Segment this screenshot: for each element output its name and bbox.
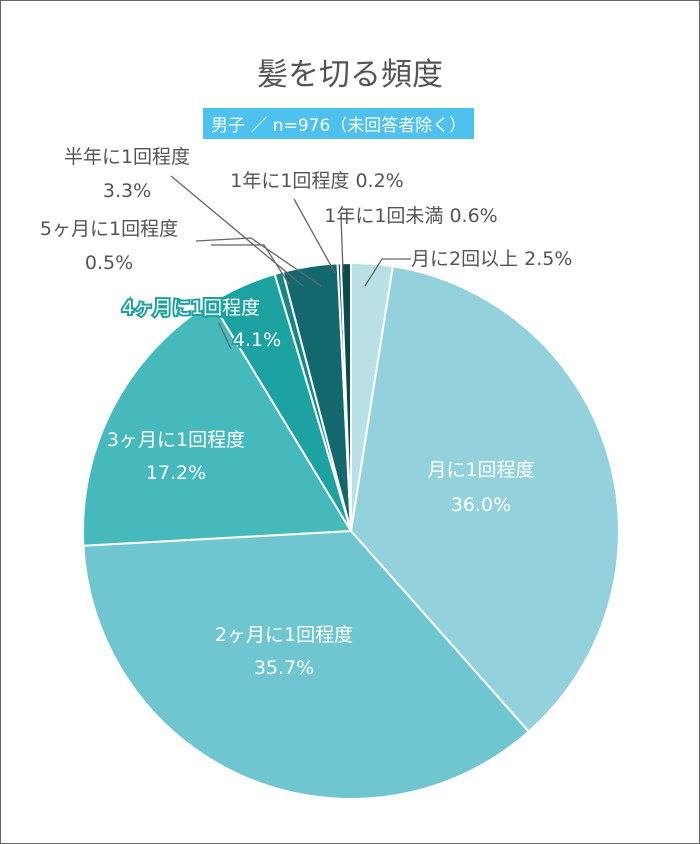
data-label: 1年に1回未満 0.6% — [324, 205, 498, 227]
data-label: 35.7% — [254, 657, 314, 679]
data-label: 1年に1回程度 0.2% — [230, 170, 404, 192]
leader-line — [293, 198, 336, 274]
leader-line — [218, 322, 232, 350]
slice-name-label: 2ヶ月に1回程度 — [215, 624, 353, 646]
pie-slice — [82, 300, 353, 547]
slice-name-label: 4ヶ月に1回程度 — [122, 297, 260, 319]
pie-slice — [82, 529, 531, 800]
pie-slice — [339, 261, 352, 532]
leader-line — [170, 175, 304, 287]
data-label: 36.0% — [451, 494, 511, 516]
data-label: 3.3% — [103, 180, 151, 202]
leader-line — [195, 237, 322, 287]
slice-name-label: 月に1回程度 — [427, 459, 534, 481]
leader-line — [211, 244, 290, 285]
slice-name-label: 5ヶ月に1回程度 — [40, 218, 178, 240]
leader-line — [364, 258, 411, 287]
pie-slice — [349, 265, 620, 734]
chart-subtitle: 男子 ／ n=976（未回答者除く） — [203, 108, 475, 139]
slice-name-label: 半年に1回程度 — [64, 146, 190, 168]
data-label: 0.5% — [85, 252, 133, 274]
slice-name-label: 3ヶ月に1回程度 — [107, 429, 245, 451]
data-label: 17.2% — [146, 462, 206, 484]
data-label: 4.1% — [233, 329, 281, 351]
chart-title: 髪を切る頻度 — [257, 57, 443, 93]
data-label: 月に2回以上 2.5% — [411, 248, 572, 270]
leader-line — [340, 215, 344, 273]
